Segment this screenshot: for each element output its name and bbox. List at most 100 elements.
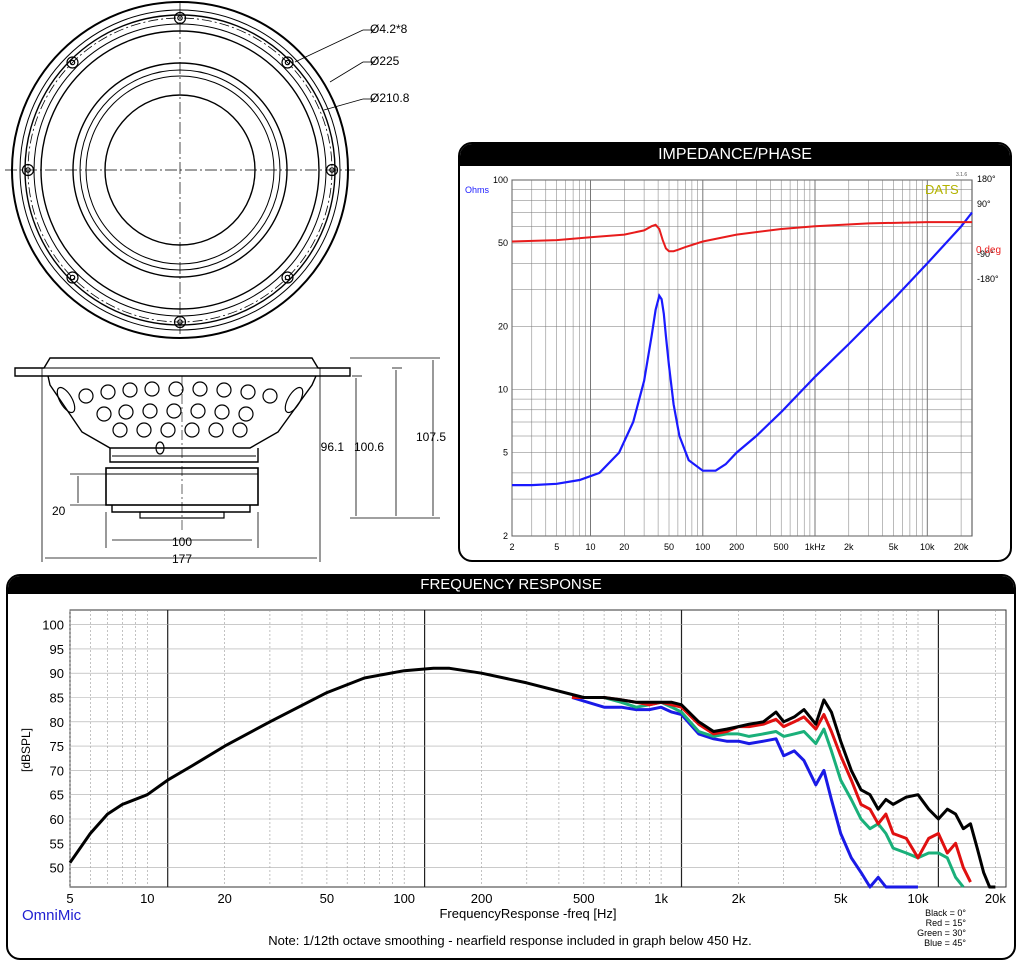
frequency-y-tick: 100 — [42, 618, 64, 633]
bolt-hole-inner — [25, 167, 31, 173]
legend-blue: Blue = 45° — [924, 938, 966, 948]
bolt-hole-inner — [177, 319, 183, 325]
ohms-label: Ohms — [465, 185, 490, 195]
impedance-title: IMPEDANCE/PHASE — [658, 146, 812, 163]
height-dimension-1: 96.1 — [321, 440, 345, 454]
dats-version: 3.1.6 — [956, 172, 967, 178]
bolt-hole-inner — [284, 59, 291, 66]
basket-hole — [78, 388, 94, 404]
impedance-x-tick: 20k — [954, 542, 969, 552]
frequency-xlabel: FrequencyResponse -freq [Hz] — [439, 906, 616, 921]
basket-hole — [190, 403, 206, 419]
impedance-x-tick: 50 — [664, 542, 674, 552]
red-15deg-curve — [572, 696, 972, 883]
side-view — [14, 357, 440, 562]
frequency-x-tick: 5k — [834, 891, 848, 906]
height-dimension-2: 100.6 — [354, 440, 384, 454]
impedance-x-tick: 200 — [729, 542, 744, 552]
impedance-y-tick: 2 — [503, 531, 508, 541]
bolt-hole — [173, 315, 187, 329]
black-0deg-curve — [68, 666, 996, 889]
impedance-y-tick: 100 — [493, 175, 508, 185]
legend-red: Red = 15° — [926, 918, 967, 928]
impedance-curve — [512, 211, 973, 487]
frequency-y-tick: 55 — [50, 836, 64, 851]
impedance-y-tick: 20 — [498, 322, 508, 332]
blue-45deg-curve — [571, 696, 918, 889]
phase-curve — [511, 221, 972, 253]
impedance-x-tick: 10k — [920, 542, 935, 552]
frequency-x-tick: 10k — [908, 891, 929, 906]
basket-hole — [144, 381, 160, 397]
frequency-x-tick: 5 — [66, 891, 73, 906]
basket-hole — [160, 422, 176, 438]
frequency-x-tick: 1k — [654, 891, 668, 906]
basket-hole — [118, 404, 134, 420]
basket-slot — [56, 386, 76, 414]
frequency-series — [68, 666, 996, 889]
frequency-x-tick: 500 — [573, 891, 595, 906]
impedance-x-tick: 10 — [585, 542, 595, 552]
overall-width-dimension: 177 — [172, 552, 192, 566]
frequency-title-bar — [8, 576, 1014, 594]
impedance-x-tick: 5k — [889, 542, 899, 552]
frequency-y-tick: 70 — [50, 763, 64, 778]
basket-hole — [112, 422, 128, 438]
frequency-ylabel: [dBSPL] — [19, 728, 33, 772]
basket-hole — [96, 406, 112, 422]
impedance-x-tick: 2 — [509, 542, 514, 552]
basket-hole — [216, 382, 232, 398]
cutout-diameter-dimension: Ø210.8 — [370, 91, 410, 105]
phase-tick: -180° — [977, 274, 999, 284]
bolt-hole-dimension: Ø4.2*8 — [370, 22, 408, 36]
basket-hole — [214, 404, 230, 420]
magnet-height-dimension: 20 — [52, 504, 66, 518]
basket-vent-holes — [56, 381, 304, 455]
outer-diameter-dimension: Ø225 — [370, 54, 400, 68]
basket-hole — [208, 422, 224, 438]
phase-tick: -90° — [977, 249, 994, 259]
frequency-x-tick: 100 — [393, 891, 415, 906]
basket-hole — [122, 382, 138, 398]
frequency-y-tick: 90 — [50, 666, 64, 681]
frequency-plot-area — [69, 609, 1007, 888]
impedance-x-tick: 2k — [844, 542, 854, 552]
frequency-x-tick: 200 — [471, 891, 493, 906]
frequency-x-tick: 2k — [732, 891, 746, 906]
bolt-hole-inner — [69, 59, 76, 66]
frequency-y-tick: 50 — [50, 861, 64, 876]
impedance-tick-labels: 2 5 10 20 50 100 200 500 1kHz 2k 5k 10k 20k 100 50 20 10… — [493, 174, 999, 552]
height-dimension-3: 107.5 — [416, 430, 446, 444]
bolt-hole — [66, 271, 79, 284]
impedance-y-tick: 10 — [498, 385, 508, 395]
impedance-x-tick: 20 — [619, 542, 629, 552]
bolt-hole — [21, 163, 35, 177]
basket-hole — [100, 384, 116, 400]
frequency-y-tick: 85 — [50, 691, 64, 706]
bolt-hole-inner — [329, 167, 335, 173]
legend-black: Black = 0° — [925, 908, 966, 918]
basket-hole — [238, 406, 254, 422]
frequency-x-tick: 10 — [140, 891, 154, 906]
basket-hole — [142, 403, 158, 419]
frequency-y-tick: 65 — [50, 788, 64, 803]
bolt-hole-inner — [69, 274, 76, 281]
impedance-chart: 2 5 10 20 50 100 200 500 1kHz 2k 5k 10k 20k 100 50 20 10… — [465, 172, 1001, 552]
basket-hole — [184, 422, 200, 438]
green-30deg-curve — [572, 696, 965, 888]
basket-slot — [284, 386, 304, 414]
impedance-y-tick: 5 — [503, 448, 508, 458]
bolt-hole-inner — [177, 15, 183, 21]
frequency-y-tick: 75 — [50, 739, 64, 754]
impedance-x-tick: 5 — [554, 542, 559, 552]
frequency-x-tick: 50 — [320, 891, 334, 906]
bolt-hole — [66, 56, 79, 69]
mounting-holes — [21, 11, 339, 329]
magnet-width-dimension: 100 — [172, 535, 192, 549]
basket-hole — [232, 422, 248, 438]
basket-hole — [168, 381, 184, 397]
smoothing-note: Note: 1/12th octave smoothing - nearfiel… — [268, 933, 751, 948]
frequency-y-tick: 60 — [50, 812, 64, 827]
